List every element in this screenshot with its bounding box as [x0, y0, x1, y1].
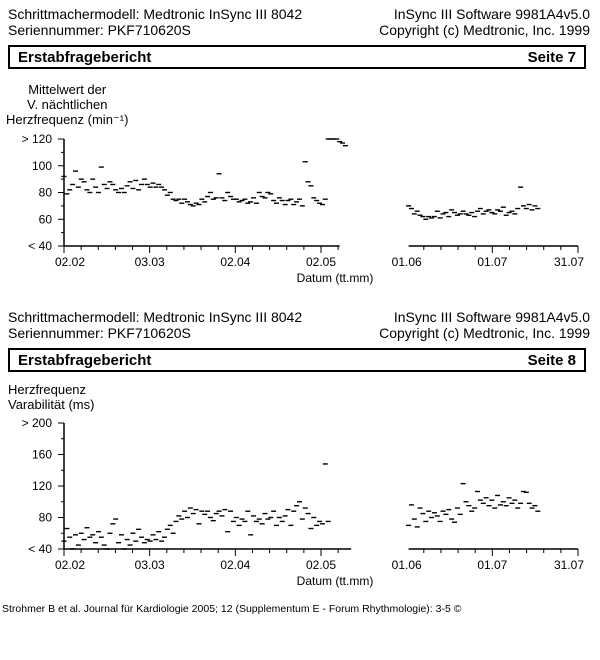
- y-tick-label: < 40: [28, 239, 52, 253]
- page-number: Seite 7: [527, 49, 576, 66]
- y-tick-label: < 40: [28, 542, 52, 556]
- x-tick-label: 02.04: [220, 558, 250, 572]
- y-axis-label-line: Mittelwert der: [28, 82, 107, 97]
- x-tick-label: 31.07: [554, 558, 584, 572]
- y-axis-label-line: Herzfrequenz (min⁻¹): [6, 112, 129, 127]
- y-tick-label: 60: [39, 212, 53, 226]
- x-tick-label: 01.06: [392, 558, 422, 572]
- copyright: Copyright (c) Medtronic, Inc. 1999: [379, 325, 590, 341]
- x-tick-label: 01.06: [392, 255, 422, 269]
- y-axis-label-2: Herzfrequenz Varabilität (ms): [8, 382, 94, 412]
- pacemaker-model: Schrittmachermodell: Medtronic InSync II…: [8, 6, 303, 22]
- x-tick-label: 02.05: [306, 558, 336, 572]
- report-title: Erstabfragebericht: [18, 352, 152, 369]
- x-axis-title: Datum (tt.mm): [297, 271, 374, 285]
- serial-number: Seriennummer: PKF710620S: [8, 325, 191, 341]
- y-axis-label-1: Mittelwert der V. nächtlichen Herzfreque…: [6, 82, 128, 127]
- pacemaker-model: Schrittmachermodell: Medtronic InSync II…: [8, 309, 303, 325]
- y-tick-label: > 200: [22, 416, 53, 430]
- x-tick-label: 02.02: [55, 255, 85, 269]
- x-tick-label: 01.07: [477, 255, 507, 269]
- citation-footer: Strohmer B et al. Journal für Kardiologi…: [2, 603, 462, 615]
- x-tick-label: 31.07: [554, 255, 584, 269]
- report-title: Erstabfragebericht: [18, 49, 152, 66]
- x-tick-label: 02.02: [55, 558, 85, 572]
- software-version: InSync III Software 9981A4v5.0: [393, 309, 590, 325]
- x-tick-label: 01.07: [477, 558, 507, 572]
- y-axis-label-line: Herzfrequenz: [8, 382, 87, 397]
- y-axis-label-line: Varabilität (ms): [8, 397, 95, 412]
- software-version: InSync III Software 9981A4v5.0: [393, 6, 590, 22]
- y-tick-label: 160: [32, 448, 52, 462]
- report-title-bar-2: Erstabfragebericht Seite 8: [8, 348, 586, 372]
- y-tick-label: 80: [39, 511, 53, 525]
- x-tick-label: 02.05: [306, 255, 336, 269]
- y-tick-label: > 120: [22, 132, 53, 146]
- y-tick-label: 120: [32, 479, 52, 493]
- serial-number: Seriennummer: PKF710620S: [8, 22, 191, 38]
- x-tick-label: 03.03: [135, 255, 165, 269]
- report-title-bar-1: Erstabfragebericht Seite 7: [8, 45, 586, 69]
- heart-rate-chart: < 40 60 80 100 > 120 02.02 03.03 02.04 02.05 01.0…: [22, 132, 585, 285]
- y-axis-label-line: V. nächtlichen: [26, 97, 108, 112]
- y-tick-label: 80: [39, 186, 53, 200]
- x-tick-label: 02.04: [220, 255, 250, 269]
- x-tick-label: 03.03: [135, 558, 165, 572]
- y-tick-label: 100: [32, 159, 52, 173]
- copyright: Copyright (c) Medtronic, Inc. 1999: [379, 22, 590, 38]
- hr-variability-chart: < 40 80 120 160 > 200 02.02 03.03 02.04 02.05 01.…: [22, 416, 585, 588]
- page-number: Seite 8: [527, 352, 576, 369]
- x-axis-title: Datum (tt.mm): [297, 574, 374, 588]
